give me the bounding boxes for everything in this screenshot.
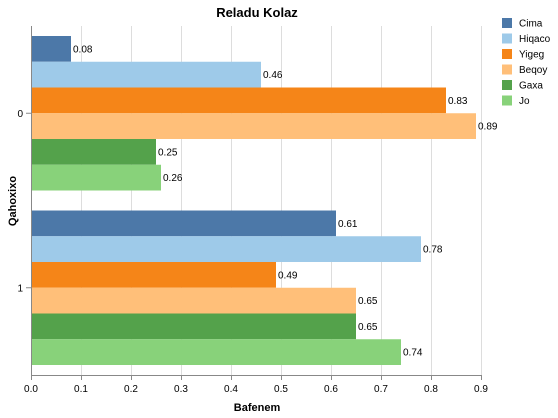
bars: 0.08 0.46 0.83 0.89 0.25 0.26 0.61 0.78 0.49 0.65… [32,36,498,365]
legend-swatch [502,95,512,106]
data-label: 0.65 [358,296,378,307]
legend-label: Beqoy [519,65,547,76]
legend-swatch [502,80,512,90]
x-tick-label: 0.0 [24,384,38,395]
y-tick-label: 0 [17,109,23,120]
y-axis-title: Qahoxixo [7,176,19,226]
legend-label: Yigeg [519,50,544,61]
data-label: 0.46 [263,70,283,81]
bar[interactable] [32,36,71,62]
legend: Cima Hiqaco Yigeg Beqoy Gaxa Jo [502,18,551,107]
legend-swatch [502,49,512,59]
bar[interactable] [32,164,161,191]
legend-label: Gaxa [519,81,543,92]
bar[interactable] [32,139,156,165]
bar[interactable] [32,262,276,288]
bar[interactable] [32,339,401,365]
legend-label: Hiqaco [519,34,551,45]
bar[interactable] [32,287,356,314]
data-label: 0.89 [478,122,498,133]
x-tick-label: 0.8 [424,384,438,395]
bar[interactable] [32,236,421,262]
x-axis-title: Bafenem [234,402,281,414]
legend-swatch [502,18,512,28]
axes: 0.0 0.1 0.2 0.3 0.4 0.5 0.6 0.7 0.8 0.9 0 1 [17,26,488,395]
bar[interactable] [32,61,261,88]
legend-label: Jo [519,96,530,107]
bar[interactable] [32,313,356,340]
legend-label: Cima [519,19,543,30]
legend-swatch [502,33,512,44]
data-label: 0.74 [403,348,423,359]
x-tick-label: 0.1 [74,384,88,395]
bar[interactable] [32,113,476,139]
x-tick-label: 0.5 [274,384,288,395]
legend-swatch [502,64,512,75]
x-tick-label: 0.2 [124,384,138,395]
x-tick-label: 0.9 [474,384,488,395]
x-tick-label: 0.3 [174,384,188,395]
bar[interactable] [32,210,336,237]
data-label: 0.83 [448,96,468,107]
bar[interactable] [32,87,446,114]
data-label: 0.25 [158,147,178,158]
data-label: 0.26 [163,173,183,184]
data-label: 0.61 [338,219,358,230]
x-tick-label: 0.7 [374,384,388,395]
data-label: 0.78 [423,245,443,256]
x-tick-label: 0.6 [324,384,338,395]
x-tick-label: 0.4 [224,384,238,395]
chart-title: Reladu Kolaz [216,5,298,20]
y-tick-label: 1 [17,283,23,294]
data-label: 0.49 [278,270,298,281]
data-label: 0.08 [73,44,93,55]
data-label: 0.65 [358,322,378,333]
